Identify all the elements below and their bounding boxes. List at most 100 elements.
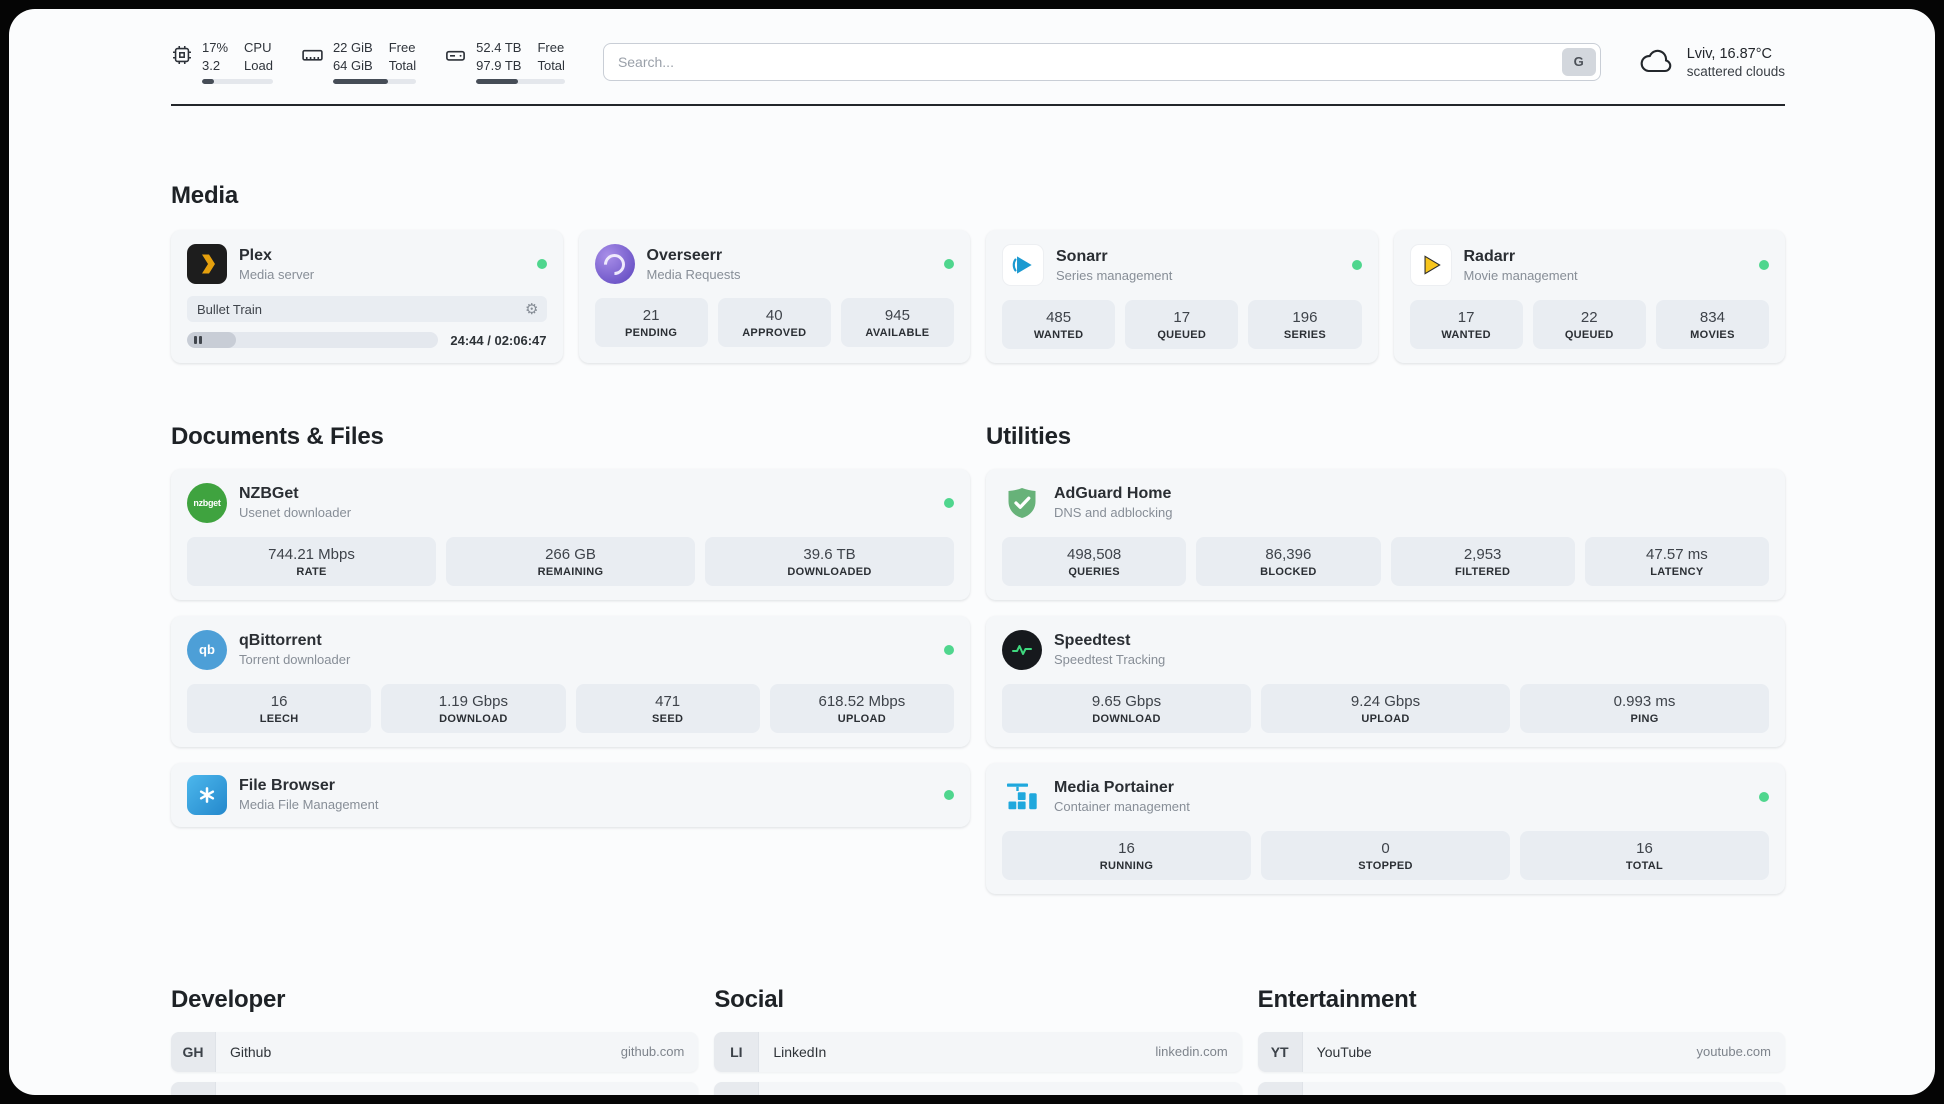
stat-wanted: 485 WANTED <box>1002 300 1116 349</box>
social-section-title: Social <box>714 985 784 1013</box>
stat-running: 16 RUNNING <box>1002 830 1251 880</box>
status-dot <box>944 497 954 508</box>
bookmark-youtube[interactable]: YT YouTube youtube.com <box>1257 1031 1785 1072</box>
bookmark-url: stackoverflow.com <box>578 1094 684 1095</box>
disk-widget: 52.4 TB 97.9 TB Free Total <box>444 39 565 85</box>
media-section-title: Media <box>171 182 239 210</box>
ram-usage-bar <box>332 79 417 85</box>
stat-upload: 9.24 Gbps UPLOAD <box>1261 683 1510 733</box>
sonarr-card[interactable]: Sonarr Series management 485 WANTED 17 Q… <box>986 230 1378 363</box>
documents-section: Documents & Files nzbget NZBGet Usenet d… <box>171 403 970 910</box>
gear-icon[interactable]: ⚙ <box>525 300 539 318</box>
media-section: Media Plex Media server Bullet Train ⚙ <box>171 182 1785 363</box>
stat-filtered: 2,953 FILTERED <box>1390 536 1575 586</box>
app-title: Plex <box>239 246 272 264</box>
ram-label-bottom: Total <box>388 57 417 73</box>
bookmark-name: StackOverflow <box>230 1094 320 1095</box>
disk-usage-bar <box>476 79 565 85</box>
portainer-card[interactable]: Media Portainer Container management 16 … <box>986 762 1785 894</box>
bookmark-abbr: LI <box>714 1031 760 1072</box>
playback-time: 24:44 / 02:06:47 <box>450 332 547 348</box>
app-title: Overseerr <box>646 246 723 264</box>
app-title: qBittorrent <box>239 632 322 650</box>
app-title: NZBGet <box>239 485 299 503</box>
disk-label-top: Free <box>537 40 565 55</box>
status-dot <box>944 789 954 800</box>
plex-icon <box>187 244 227 284</box>
app-subtitle: Torrent downloader <box>239 652 351 668</box>
developer-section-title: Developer <box>171 985 286 1013</box>
bookmark-url: twitter.com <box>1166 1094 1228 1095</box>
ram-usage-fill <box>332 79 388 85</box>
bookmark-name: Netflix <box>1317 1094 1356 1095</box>
header-divider <box>171 104 1785 107</box>
disk-labels: Free Total <box>537 39 564 74</box>
adguard-card[interactable]: AdGuard Home DNS and adblocking 498,508 … <box>986 468 1785 600</box>
status-dot <box>1351 260 1362 270</box>
cpu-icon <box>173 46 191 64</box>
overseerr-icon <box>594 244 635 284</box>
bookmark-linkedin[interactable]: LI LinkedIn linkedin.com <box>714 1031 1242 1072</box>
filebrowser-card[interactable]: File Browser Media File Management <box>171 762 970 827</box>
app-title: Media Portainer <box>1054 779 1175 797</box>
bookmark-name: LinkedIn <box>773 1043 827 1060</box>
cpu-values: 17% 3.2 <box>202 39 228 74</box>
cpu-load-avg: 3.2 <box>202 57 221 73</box>
bookmark-twitter[interactable]: TW Twitter twitter.com <box>714 1081 1242 1095</box>
bookmark-name: Twitter <box>773 1094 814 1095</box>
entertainment-column: Entertainment YT YouTube youtube.com NF … <box>1257 966 1785 1095</box>
bookmark-abbr: GH <box>171 1031 216 1072</box>
cpu-label-top: CPU <box>244 40 272 55</box>
pause-icon[interactable] <box>194 336 202 344</box>
cpu-percent: 17% <box>202 40 229 55</box>
dashboard: 17% 3.2 CPU Load <box>9 9 1935 1095</box>
stat-downloaded: 39.6 TB DOWNLOADED <box>705 536 954 586</box>
player-row: 24:44 / 02:06:47 <box>187 332 547 348</box>
bookmark-abbr: NF <box>1257 1081 1303 1095</box>
cpu-usage-fill <box>202 79 215 85</box>
stat-seed: 471 SEED <box>575 683 760 733</box>
search-bar: G <box>602 42 1601 81</box>
search-input[interactable] <box>602 42 1601 81</box>
disk-free: 52.4 TB <box>476 40 522 55</box>
overseerr-card[interactable]: Overseerr Media Requests 21 PENDING 40 A… <box>578 230 970 363</box>
plex-card[interactable]: Plex Media server Bullet Train ⚙ 24:44 /… <box>171 230 563 363</box>
nzbget-icon: nzbget <box>187 482 227 523</box>
social-column: Social LI LinkedIn linkedin.com TW Twitt… <box>714 966 1242 1095</box>
stat-series: 196 SERIES <box>1248 300 1362 349</box>
cpu-widget: 17% 3.2 CPU Load <box>171 39 273 85</box>
bookmark-url: netflix.com <box>1709 1094 1771 1095</box>
stat-blocked: 86,396 BLOCKED <box>1196 536 1381 586</box>
speedtest-card[interactable]: Speedtest Speedtest Tracking 9.65 Gbps D… <box>986 615 1785 747</box>
utilities-section: Utilities AdGuard Home DNS and adblockin… <box>986 403 1785 910</box>
weather-condition: scattered clouds <box>1686 64 1785 80</box>
bookmark-netflix[interactable]: NF Netflix netflix.com <box>1257 1081 1785 1095</box>
bookmark-url: github.com <box>620 1044 685 1060</box>
playback-progress-bar[interactable] <box>187 332 439 348</box>
app-subtitle: DNS and adblocking <box>1054 505 1173 521</box>
stat-download: 9.65 Gbps DOWNLOAD <box>1002 683 1251 733</box>
radarr-icon <box>1409 244 1452 286</box>
bookmark-stackoverflow[interactable]: SO StackOverflow stackoverflow.com <box>171 1081 699 1095</box>
entertainment-section-title: Entertainment <box>1257 985 1417 1013</box>
bookmark-name: YouTube <box>1316 1043 1372 1060</box>
middle-columns: Documents & Files nzbget NZBGet Usenet d… <box>171 403 1785 910</box>
qbittorrent-card[interactable]: qb qBittorrent Torrent downloader 16 LEE… <box>171 615 970 747</box>
status-dot <box>1759 260 1769 270</box>
disk-total: 97.9 TB <box>476 57 522 73</box>
app-subtitle: Media File Management <box>239 797 379 813</box>
app-subtitle: Media server <box>239 266 315 282</box>
app-title: Sonarr <box>1056 247 1108 265</box>
bookmark-url: linkedin.com <box>1155 1044 1228 1060</box>
disk-label-bottom: Total <box>537 57 565 73</box>
bookmark-abbr: SO <box>171 1081 216 1095</box>
nzbget-card[interactable]: nzbget NZBGet Usenet downloader 744.21 M… <box>171 468 970 600</box>
radarr-card[interactable]: Radarr Movie management 17 WANTED 22 QUE… <box>1393 230 1785 363</box>
app-title: File Browser <box>239 777 336 795</box>
search-engine-button[interactable]: G <box>1561 47 1596 76</box>
bookmark-github[interactable]: GH Github github.com <box>171 1031 699 1072</box>
portainer-icon <box>1002 777 1042 817</box>
app-subtitle: Speedtest Tracking <box>1054 652 1166 668</box>
cpu-usage-bar <box>202 79 273 85</box>
